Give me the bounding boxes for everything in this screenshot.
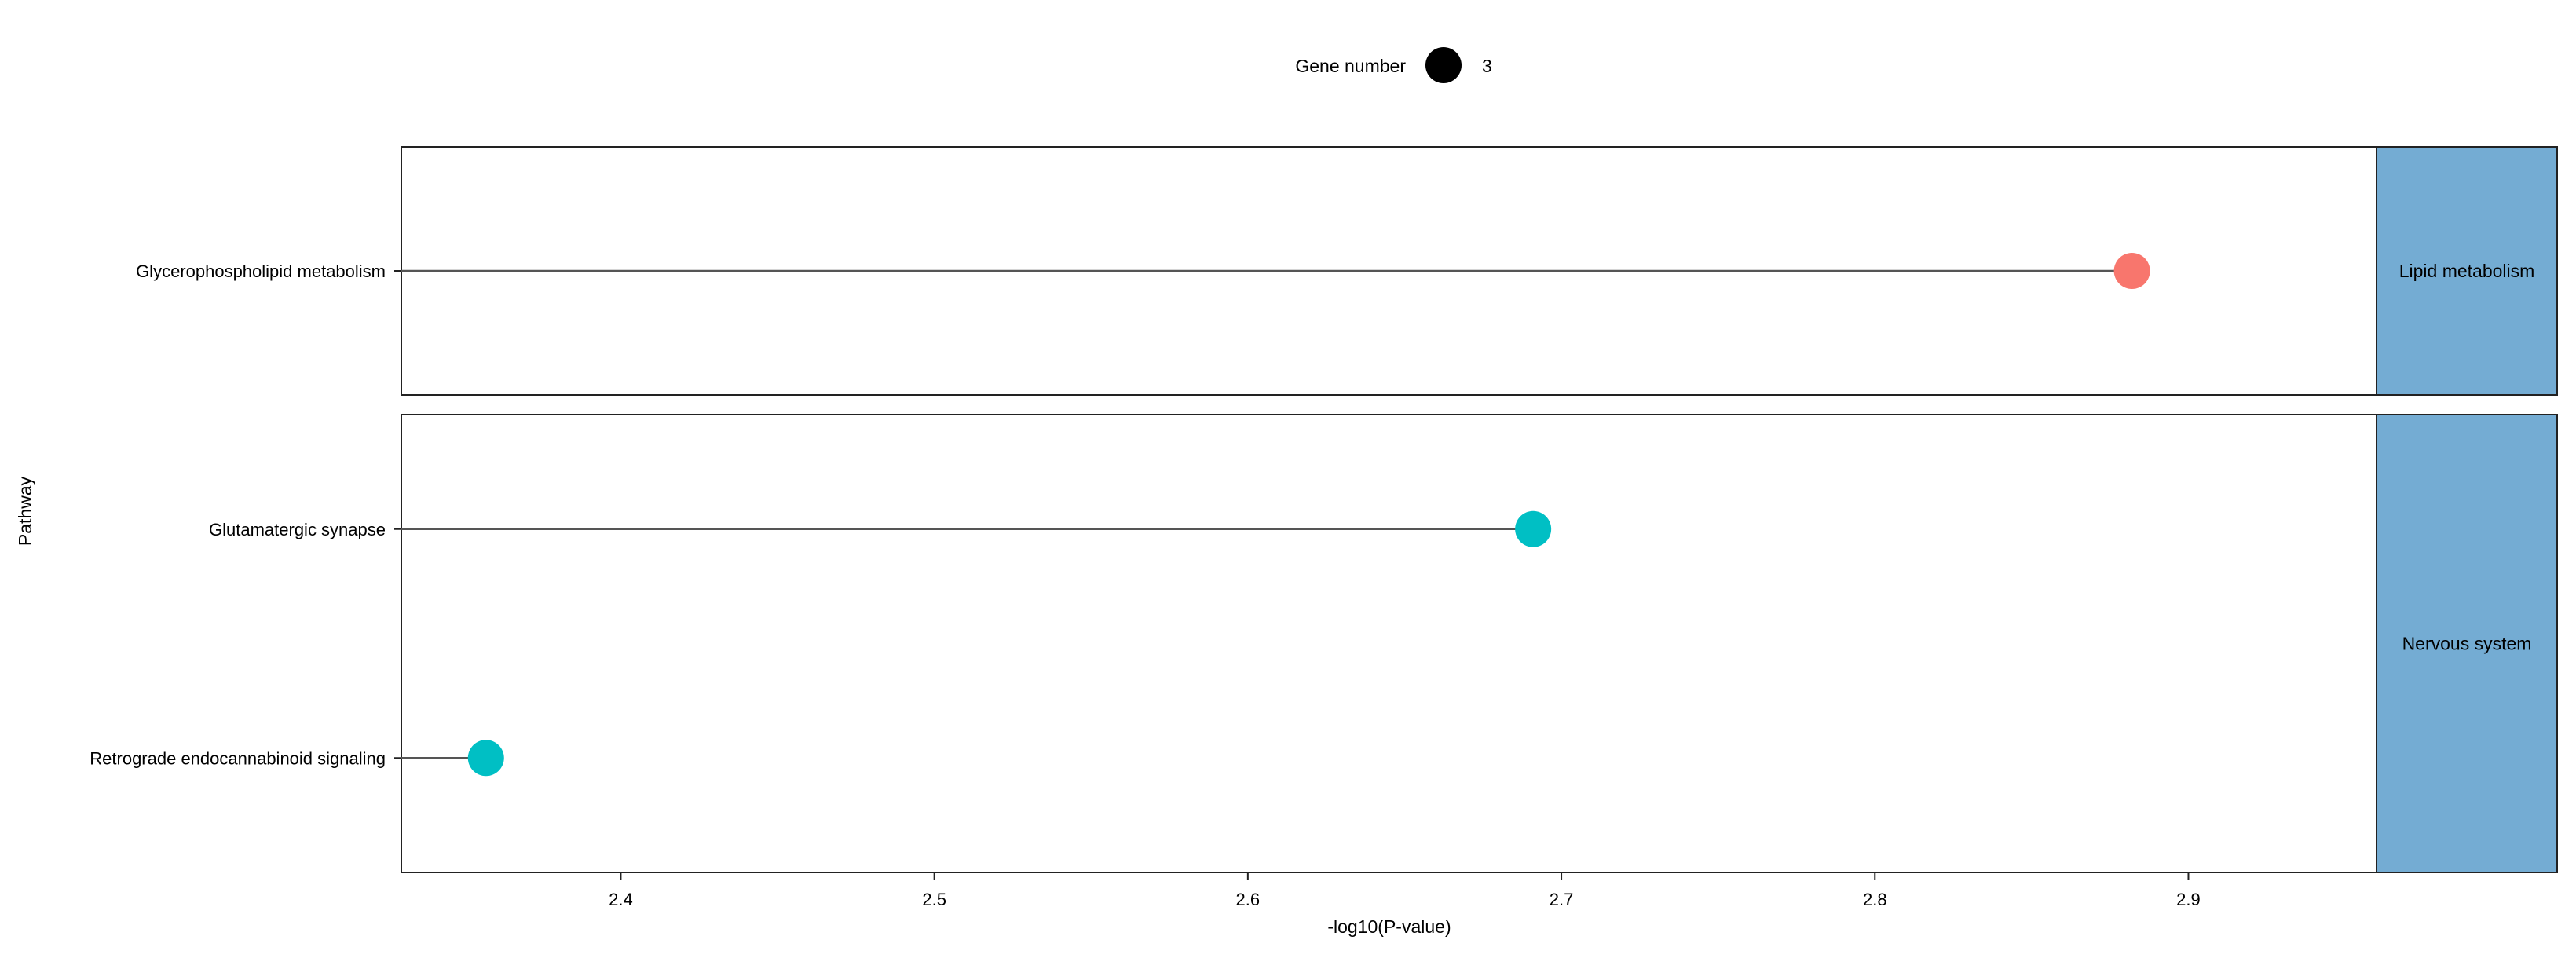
legend-marker xyxy=(1425,47,1462,83)
facet-panel: Nervous system Glutamatergic synapse Retro… xyxy=(90,414,2558,873)
x-tick-label: 2.5 xyxy=(922,890,946,909)
legend-entry-label: 3 xyxy=(1482,56,1492,76)
y-tick-label: Retrograde endocannabinoid signaling xyxy=(90,748,386,768)
facet-panels: Lipid metabolism Glycerophospholipid meta… xyxy=(90,146,2558,873)
facet-strip xyxy=(2376,146,2558,396)
facet-strip xyxy=(2376,414,2558,873)
y-tick-label: Glutamatergic synapse xyxy=(209,520,386,539)
x-tick-label: 2.6 xyxy=(1236,890,1261,909)
facet-panel: Lipid metabolism Glycerophospholipid meta… xyxy=(136,146,2558,396)
facet-strip-label: Lipid metabolism xyxy=(2399,261,2535,281)
x-tick-label: 2.4 xyxy=(609,890,633,909)
x-tick-label: 2.8 xyxy=(1863,890,1887,909)
x-tick-label: 2.7 xyxy=(1550,890,1574,909)
panel-border xyxy=(401,414,2377,873)
lollipop-point xyxy=(1515,510,1552,547)
x-axis: 2.4 2.5 2.6 2.7 2.8 2.9 xyxy=(609,872,2201,909)
y-tick-label: Glycerophospholipid metabolism xyxy=(136,261,386,281)
lollipop-point xyxy=(467,740,504,777)
y-axis-title: Pathway xyxy=(15,476,35,546)
x-axis-title: -log10(P-value) xyxy=(1327,916,1451,937)
x-tick-label: 2.9 xyxy=(2176,890,2201,909)
legend-title: Gene number xyxy=(1295,56,1406,76)
facet-strip-label: Nervous system xyxy=(2402,634,2532,654)
lollipop-point xyxy=(2113,253,2150,289)
legend: Gene number 3 xyxy=(1295,47,1492,83)
